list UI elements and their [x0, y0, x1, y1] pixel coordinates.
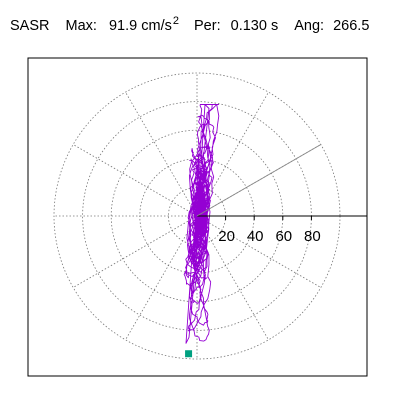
tick-label-60: 60: [275, 228, 292, 245]
grid-spoke-120: [125, 91, 198, 217]
markers: [185, 350, 193, 358]
period-value: 0.130 s: [230, 18, 279, 34]
chart-title: SASR Max: 91.9 cm/s2 Per: 0.130 s Ang: 2…: [10, 15, 369, 37]
tick-label-40: 40: [247, 228, 264, 245]
orbit-trace: [183, 104, 220, 344]
grid-spoke-60: [196, 91, 269, 217]
orbit-trace-path: [183, 104, 220, 344]
period-label: Per:: [194, 18, 221, 34]
grid-spoke-300: [196, 215, 269, 341]
grid-spoke-240: [125, 215, 198, 341]
grid-spoke-210: [72, 215, 198, 288]
angle-value: 266.5: [333, 18, 370, 34]
max-label: Max:: [65, 18, 97, 34]
azimuth-marker-line: [196, 144, 322, 217]
grid-spoke-330: [196, 215, 322, 288]
tick-label-80: 80: [304, 228, 321, 245]
max-point-marker: [185, 350, 193, 358]
max-value: 91.9 cm/s: [108, 18, 172, 34]
station-code: SASR: [10, 18, 50, 34]
angle-label: Ang:: [294, 18, 325, 34]
radial-ticks: 20 40 60 80: [218, 216, 321, 245]
max-unit-exponent: 2: [172, 15, 179, 27]
tick-label-20: 20: [218, 228, 235, 245]
grid-spoke-150: [72, 144, 198, 217]
